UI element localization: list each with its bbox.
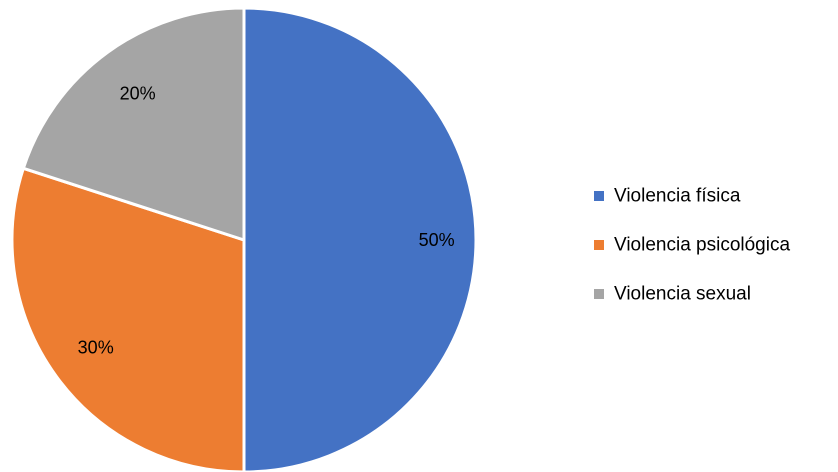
pie-slice-violencia-fisica xyxy=(242,6,478,472)
legend-swatch-violencia-sexual xyxy=(594,289,604,299)
data-label-violencia-sexual: 20% xyxy=(120,84,156,104)
data-label-violencia-psicologica: 30% xyxy=(78,338,114,358)
pie-slices xyxy=(10,6,478,472)
legend-swatch-violencia-psicologica xyxy=(594,240,604,250)
pie-slice-violencia-psicologica xyxy=(10,166,246,472)
legend: Violencia física Violencia psicológica Vio… xyxy=(594,186,790,305)
legend-swatch-violencia-fisica xyxy=(594,191,604,201)
legend-label-violencia-fisica: Violencia física xyxy=(614,186,741,207)
legend-label-violencia-sexual: Violencia sexual xyxy=(614,284,751,305)
legend-label-violencia-psicologica: Violencia psicológica xyxy=(614,235,790,256)
data-label-violencia-fisica: 50% xyxy=(419,230,455,250)
pie-slice-violencia-sexual xyxy=(21,6,246,242)
pie-data-labels: 50% 30% 20% xyxy=(78,84,455,358)
